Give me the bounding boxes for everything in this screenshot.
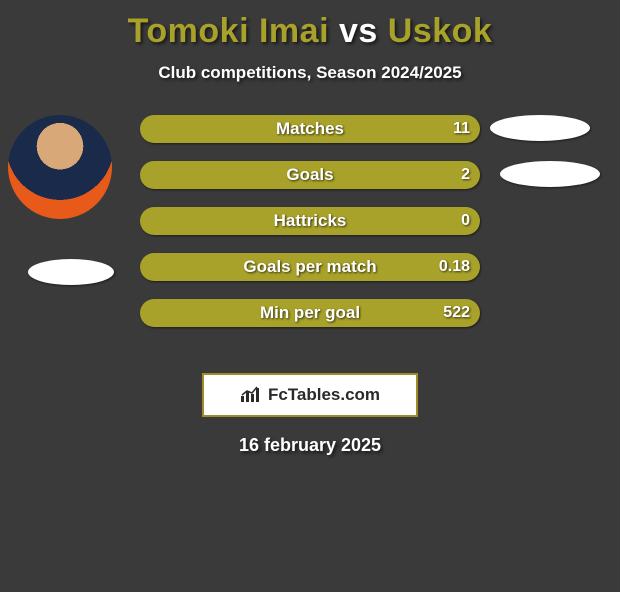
subtitle: Club competitions, Season 2024/2025	[0, 63, 620, 83]
stat-label: Goals per match	[243, 257, 376, 277]
stat-label: Min per goal	[260, 303, 360, 323]
player1-ellipse	[28, 259, 114, 285]
stat-value-p1: 11	[453, 120, 470, 138]
stat-value-p1: 0	[461, 212, 470, 230]
stat-row-goals-per-match: Goals per match 0.18	[140, 253, 480, 281]
player2-ellipse-2	[500, 161, 600, 187]
bar-chart-icon	[240, 386, 262, 404]
stat-row-hattricks: Hattricks 0	[140, 207, 480, 235]
stat-row-min-per-goal: Min per goal 522	[140, 299, 480, 327]
stat-label: Matches	[276, 119, 344, 139]
stat-value-p1: 0.18	[439, 258, 470, 276]
player2-name: Uskok	[388, 12, 493, 50]
brand-box: FcTables.com	[202, 373, 418, 417]
stat-label: Hattricks	[274, 211, 347, 231]
brand-text: FcTables.com	[268, 385, 380, 405]
stat-label: Goals	[286, 165, 333, 185]
player1-name: Tomoki Imai	[128, 12, 329, 50]
stat-bars: Matches 11 Goals 2 Hattricks 0 Goals per…	[140, 115, 480, 345]
comparison-title: Tomoki Imai vs Uskok	[0, 12, 620, 51]
date-text: 16 february 2025	[0, 435, 620, 456]
stat-value-p1: 2	[461, 166, 470, 184]
player1-avatar	[8, 115, 112, 219]
title-vs: vs	[339, 12, 378, 50]
stat-value-p1: 522	[443, 304, 470, 322]
stat-row-matches: Matches 11	[140, 115, 480, 143]
player2-ellipse-1	[490, 115, 590, 141]
comparison-content: Matches 11 Goals 2 Hattricks 0 Goals per…	[0, 115, 620, 355]
stat-row-goals: Goals 2	[140, 161, 480, 189]
